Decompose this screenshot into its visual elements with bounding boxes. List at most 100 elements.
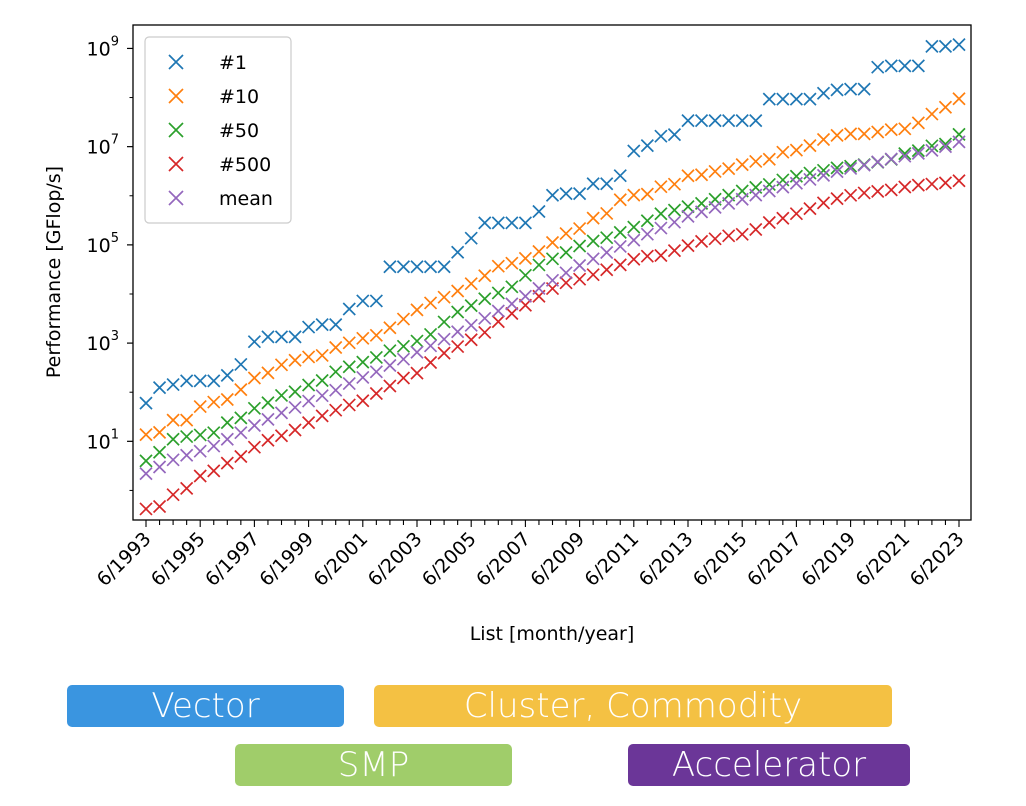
data-point xyxy=(261,366,275,380)
data-point xyxy=(301,416,316,430)
data-point xyxy=(396,312,411,326)
data-point xyxy=(234,383,248,397)
data-point xyxy=(220,456,234,470)
data-point xyxy=(342,360,356,374)
data-point xyxy=(437,332,451,346)
data-point xyxy=(749,188,763,202)
data-point xyxy=(722,162,736,176)
data-point xyxy=(749,154,763,169)
data-point xyxy=(586,177,600,191)
data-point xyxy=(776,173,790,187)
data-point xyxy=(816,196,831,210)
data-point xyxy=(545,252,560,266)
x-tick-label: 6/1999 xyxy=(255,528,318,591)
data-point xyxy=(898,59,912,73)
data-point xyxy=(776,92,790,106)
x-tick-label: 6/2015 xyxy=(689,528,752,591)
data-point xyxy=(464,299,478,313)
data-point xyxy=(166,377,180,392)
data-point xyxy=(857,186,871,200)
data-point xyxy=(464,231,478,245)
data-point xyxy=(586,234,600,248)
data-point xyxy=(301,394,316,408)
data-point xyxy=(911,178,925,192)
y-tick-label: 101 xyxy=(87,427,119,453)
data-point xyxy=(288,353,302,367)
data-point xyxy=(843,159,858,173)
data-point xyxy=(356,394,370,408)
data-point xyxy=(613,258,627,272)
data-point xyxy=(545,273,560,287)
data-point xyxy=(627,233,641,247)
data-point xyxy=(681,239,695,253)
data-point xyxy=(911,144,925,158)
data-point xyxy=(789,176,804,190)
data-point xyxy=(383,321,397,335)
data-point xyxy=(410,334,424,348)
data-point xyxy=(356,370,370,385)
data-point xyxy=(152,445,167,459)
series-3 xyxy=(139,174,966,516)
data-point xyxy=(261,330,275,344)
data-point xyxy=(274,388,289,403)
data-point xyxy=(911,59,925,73)
x-tick-label: 6/2023 xyxy=(906,528,969,591)
series-1 xyxy=(139,92,966,442)
data-point xyxy=(749,114,763,128)
data-point xyxy=(274,330,289,344)
data-point xyxy=(654,129,668,143)
data-point xyxy=(843,161,858,176)
data-point xyxy=(803,166,817,180)
legend-label: #1 xyxy=(219,52,247,74)
data-point xyxy=(207,439,221,453)
data-point xyxy=(871,60,885,74)
data-point xyxy=(342,376,356,391)
era-smp-label: SMP xyxy=(235,744,512,786)
data-point xyxy=(464,277,478,291)
legend-label: mean xyxy=(219,188,273,210)
x-axis-label: List [month/year] xyxy=(470,623,635,645)
x-tick-label: 6/2007 xyxy=(472,528,535,591)
data-point xyxy=(925,39,939,53)
data-point xyxy=(247,335,262,349)
data-point xyxy=(613,193,627,207)
data-point xyxy=(315,348,329,363)
data-point xyxy=(342,398,356,412)
era-accelerator-label: Accelerator xyxy=(628,744,910,786)
plot-marks xyxy=(139,38,966,516)
data-point xyxy=(613,239,627,254)
data-point xyxy=(803,139,817,153)
data-point xyxy=(762,215,776,230)
data-point xyxy=(911,146,925,160)
x-tick-label: 6/2013 xyxy=(635,528,698,591)
data-point xyxy=(369,350,383,365)
data-point xyxy=(288,385,302,399)
era-vector-label: Vector xyxy=(67,685,344,727)
data-point xyxy=(938,176,953,190)
data-point xyxy=(356,355,370,369)
data-point xyxy=(572,187,587,201)
data-point xyxy=(627,252,641,266)
data-point xyxy=(898,149,912,163)
data-point xyxy=(234,449,248,464)
data-point xyxy=(505,280,519,294)
data-point xyxy=(925,139,939,153)
data-point xyxy=(667,177,682,191)
data-point xyxy=(708,200,722,214)
data-point xyxy=(274,358,289,372)
data-point xyxy=(410,260,424,274)
data-point xyxy=(843,188,858,202)
data-point xyxy=(491,286,505,300)
data-point xyxy=(816,132,831,147)
legend-marker xyxy=(168,122,184,138)
data-point xyxy=(207,464,221,478)
data-point xyxy=(871,125,885,139)
data-point xyxy=(491,314,505,329)
data-point xyxy=(898,122,912,136)
data-point xyxy=(572,239,587,253)
data-point xyxy=(789,143,804,157)
data-point xyxy=(898,180,912,194)
data-point xyxy=(423,355,438,370)
data-point xyxy=(315,373,329,388)
data-point xyxy=(925,107,939,121)
